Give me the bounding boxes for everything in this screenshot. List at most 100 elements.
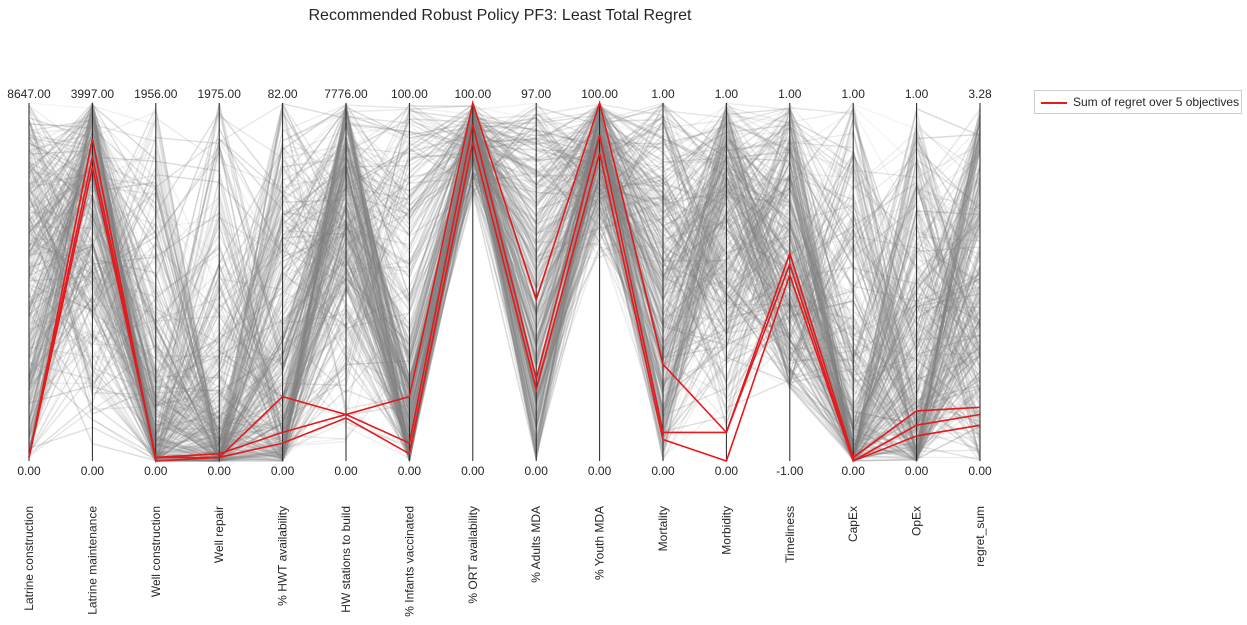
background-policy-line — [28, 107, 981, 462]
background-policy-line — [28, 110, 981, 461]
background-policy-line — [28, 102, 981, 453]
background-policy-line — [28, 118, 981, 458]
background-policy-line — [28, 115, 981, 434]
background-policy-line — [28, 112, 981, 447]
background-policy-line — [28, 107, 981, 462]
background-policy-line — [28, 102, 981, 463]
axis-max-label: 1.00 — [715, 87, 739, 101]
axis-max-label: 82.00 — [268, 87, 298, 101]
background-policy-line — [28, 108, 981, 457]
background-policy-line — [28, 103, 981, 458]
axis-max-label: 7776.00 — [324, 87, 368, 101]
background-policy-line — [28, 111, 981, 462]
background-policy-line — [28, 125, 981, 460]
background-policy-line — [28, 108, 981, 461]
background-policy-line — [28, 104, 981, 463]
background-policy-line — [28, 103, 981, 447]
background-policy-line — [28, 115, 981, 461]
background-policy-line — [28, 113, 981, 462]
background-policy-line — [28, 101, 981, 463]
background-policy-line — [28, 106, 981, 462]
background-policy-line — [28, 106, 981, 463]
background-policy-line — [28, 131, 981, 463]
axis-min-label: -1.00 — [776, 464, 804, 478]
background-policy-line — [28, 113, 981, 455]
background-policy-line — [28, 107, 981, 459]
background-policy-line — [28, 115, 981, 462]
axis-min-label: 0.00 — [715, 464, 739, 478]
background-policy-line — [28, 138, 981, 463]
background-policy-line — [28, 108, 981, 462]
background-policy-line — [28, 106, 981, 462]
background-policy-line — [28, 145, 981, 429]
background-policy-line — [28, 120, 981, 462]
axis-max-label: 1956.00 — [134, 87, 178, 101]
background-policy-line — [28, 107, 981, 457]
background-policy-line — [28, 105, 981, 460]
axis-name-label: Well repair — [212, 506, 226, 563]
background-policy-line — [28, 105, 981, 450]
highlighted-policy-line — [28, 99, 981, 462]
background-policy-line — [28, 118, 981, 463]
axis-max-label: 1.00 — [905, 87, 929, 101]
axis-name-label: Timeliness — [783, 506, 797, 563]
background-policy-line — [28, 111, 981, 437]
background-policy-line — [28, 105, 981, 447]
background-policy-line — [28, 126, 981, 462]
background-policy-line — [28, 102, 981, 462]
axis-min-label: 0.00 — [651, 464, 675, 478]
background-policy-line — [28, 108, 981, 463]
background-policy-line — [28, 103, 981, 462]
background-policy-line — [28, 108, 981, 464]
background-policy-line — [28, 102, 981, 448]
background-policy-line — [28, 109, 981, 444]
background-policy-line — [28, 101, 981, 461]
background-policy-line — [28, 115, 981, 462]
background-policy-line — [28, 139, 981, 462]
background-policy-line — [28, 105, 981, 462]
axis-min-label: 0.00 — [334, 464, 358, 478]
background-policy-line — [28, 137, 981, 458]
axis-max-label: 1975.00 — [198, 87, 242, 101]
background-policy-line — [28, 120, 981, 463]
background-policy-line — [28, 125, 981, 462]
background-policy-line — [28, 109, 981, 462]
background-policy-line — [28, 118, 981, 463]
axis-min-label: 0.00 — [968, 464, 992, 478]
background-policy-line — [28, 110, 981, 458]
background-policy-line — [28, 107, 981, 462]
background-policy-line — [28, 102, 981, 446]
background-policy-line — [28, 119, 981, 456]
background-policy-line — [28, 110, 981, 462]
background-policy-line — [28, 120, 981, 462]
background-policy-line — [28, 115, 981, 462]
background-policy-line — [28, 109, 981, 463]
background-policy-line — [28, 101, 981, 463]
background-policy-line — [28, 101, 981, 462]
background-policy-line — [28, 105, 981, 460]
background-policy-line — [28, 137, 981, 456]
background-policy-line — [28, 133, 981, 459]
background-policy-line — [28, 102, 981, 463]
background-policy-line — [28, 103, 981, 426]
background-policy-line — [28, 110, 981, 463]
background-policy-line — [28, 123, 981, 463]
background-policy-line — [28, 123, 981, 462]
background-policy-line — [28, 109, 981, 463]
axis-name-label: regret_sum — [973, 506, 987, 567]
axis-name-label: % HWT availability — [276, 506, 290, 606]
background-policy-line — [28, 107, 981, 456]
background-policy-line — [28, 111, 981, 464]
axis-max-label: 3997.00 — [71, 87, 115, 101]
background-policy-line — [28, 106, 981, 452]
background-policy-line — [28, 101, 981, 453]
background-policy-line — [28, 117, 981, 454]
background-policy-line — [28, 139, 981, 461]
axis-max-label: 100.00 — [391, 87, 428, 101]
axis-name-label: Morbidity — [719, 506, 733, 555]
background-policy-line — [28, 102, 981, 454]
background-policy-line — [28, 142, 981, 461]
background-policy-line — [28, 106, 981, 462]
background-policy-line — [28, 146, 981, 461]
background-policy-line — [28, 105, 981, 461]
